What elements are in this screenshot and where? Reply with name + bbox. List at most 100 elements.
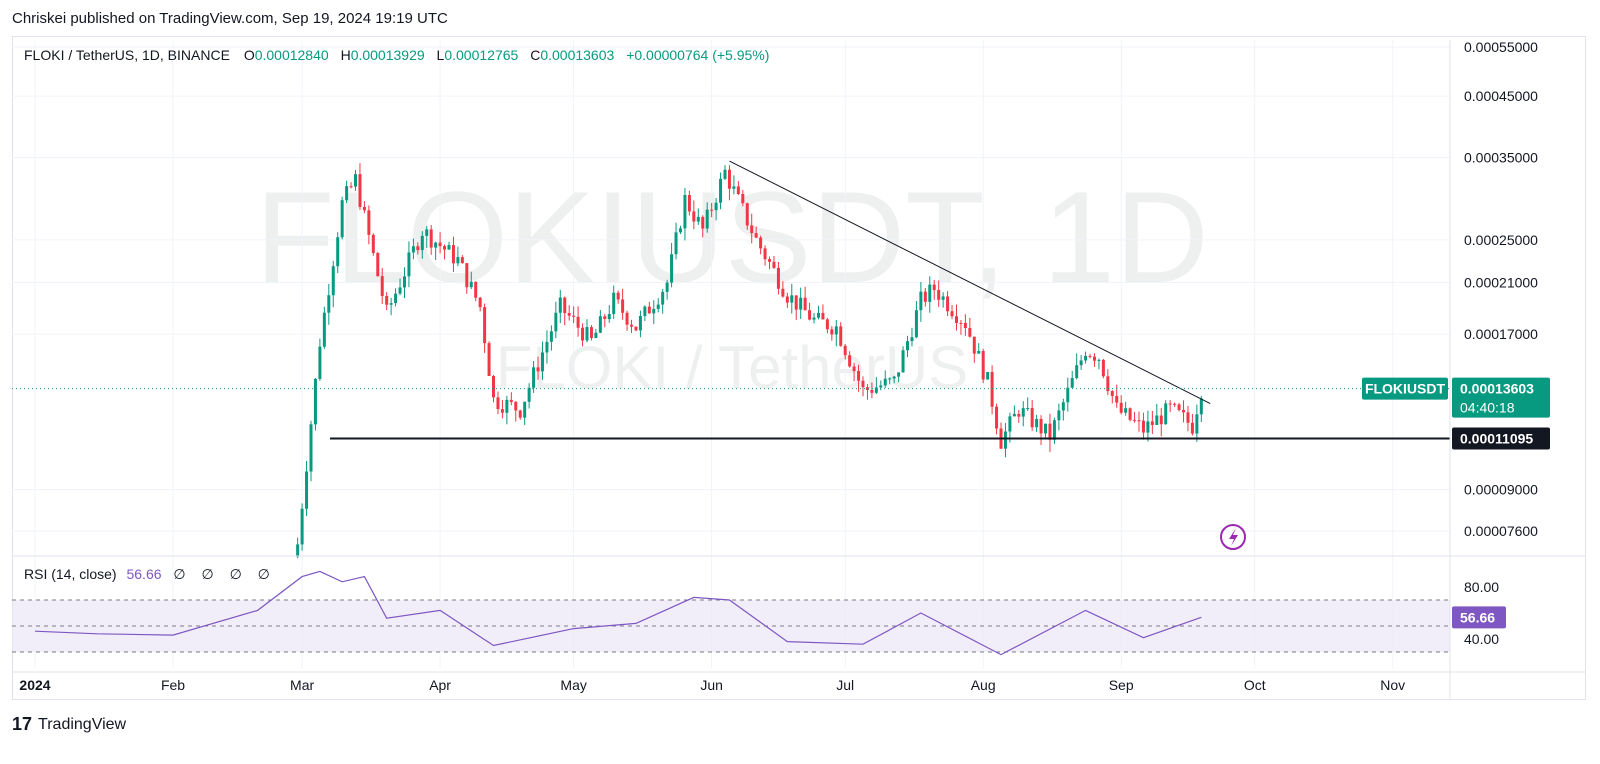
support-price-tag[interactable] — [1452, 427, 1550, 450]
candle-body — [643, 306, 647, 316]
candle-body — [714, 202, 718, 211]
candle-body — [727, 169, 731, 189]
footer-brand[interactable]: 17 TradingView — [12, 714, 126, 735]
candle-body — [897, 372, 901, 377]
candle-body — [763, 248, 767, 260]
candle-body — [483, 307, 487, 344]
candle-body — [670, 254, 674, 283]
candle-body — [1164, 403, 1168, 425]
candle-body — [977, 351, 981, 354]
candle-body — [785, 296, 789, 303]
candle-body — [1066, 387, 1070, 403]
candle-body — [1173, 403, 1177, 405]
candle-body — [986, 372, 990, 380]
candle-body — [852, 366, 856, 372]
candle-body — [665, 282, 669, 292]
candle-body — [1150, 421, 1154, 425]
candle-body — [478, 297, 482, 308]
flash-icon[interactable] — [1220, 524, 1246, 550]
candle-body — [420, 235, 424, 251]
price-tick-label: 0.00025000 — [1464, 232, 1538, 248]
candle-body — [380, 276, 384, 297]
candle-body — [888, 378, 892, 380]
close-label: C — [530, 47, 541, 63]
candle-body — [1075, 365, 1079, 379]
time-tick-label: Mar — [290, 677, 314, 693]
candle-body — [750, 225, 754, 234]
candle-body — [865, 387, 869, 390]
symbol-title[interactable]: FLOKI / TetherUS, 1D, BINANCE — [24, 47, 230, 63]
candle-body — [532, 367, 536, 388]
candle-body — [398, 287, 402, 294]
candle-body — [327, 295, 331, 313]
candle-body — [741, 193, 745, 204]
candle-body — [385, 296, 389, 305]
candle-body — [469, 281, 473, 288]
brand-name: TradingView — [38, 715, 127, 733]
chart-frame — [12, 36, 1586, 700]
candle-body — [549, 331, 553, 342]
candle-body — [505, 399, 509, 413]
price-tick-label: 0.00017000 — [1464, 326, 1538, 342]
candle-body — [995, 406, 999, 429]
symbol-tag-label: FLOKIUSDT — [1365, 381, 1446, 397]
rsi-label[interactable]: RSI (14, close) — [24, 566, 117, 582]
time-tick-label: Oct — [1244, 677, 1266, 693]
watermark-description: FLOKI / TetherUS — [496, 334, 968, 401]
candle-body — [434, 242, 438, 248]
candle-body — [1017, 413, 1021, 417]
candle-body — [500, 409, 504, 413]
candle-body — [460, 257, 464, 264]
candle-body — [1057, 410, 1061, 421]
candle-body — [883, 378, 887, 386]
candle-body — [790, 295, 794, 303]
candle-body — [589, 327, 593, 338]
price-tick-label: 0.00021000 — [1464, 274, 1538, 290]
candle-body — [402, 276, 406, 288]
candle-body — [1070, 378, 1074, 388]
candle-body — [1110, 391, 1114, 396]
candle-body — [861, 380, 865, 388]
candle-body — [1186, 412, 1190, 423]
candle-body — [799, 297, 803, 310]
candle-body — [567, 313, 571, 316]
candle-body — [794, 295, 798, 310]
candle-body — [1128, 408, 1132, 420]
candle-body — [1177, 404, 1181, 410]
candle-body — [558, 297, 562, 313]
price-tick-label: 0.00055000 — [1464, 39, 1538, 55]
candle-body — [678, 228, 682, 233]
candle-body — [696, 216, 700, 222]
candle-body — [1155, 415, 1159, 425]
candle-body — [839, 326, 843, 346]
candle-body — [313, 378, 317, 425]
candle-body — [821, 312, 825, 320]
candle-body — [1035, 418, 1039, 428]
candle-body — [540, 352, 544, 372]
candle-body — [1195, 414, 1199, 434]
candle-body — [354, 174, 358, 187]
candle-body — [919, 291, 923, 311]
candle-body — [585, 327, 589, 341]
trendline[interactable] — [729, 160, 1211, 404]
candle-body — [1048, 423, 1052, 440]
candle-body — [447, 245, 451, 250]
candle-body — [509, 399, 513, 402]
candle-body — [843, 345, 847, 356]
candle-body — [701, 216, 705, 229]
candle-body — [745, 203, 749, 226]
candle-body — [456, 257, 460, 264]
candle-body — [518, 410, 522, 418]
candle-body — [1044, 423, 1048, 434]
candle-body — [710, 209, 714, 211]
candle-body — [1008, 416, 1012, 432]
candle-body — [1124, 408, 1128, 413]
candle-body — [296, 544, 300, 557]
close-value: 0.00013603 — [540, 47, 615, 63]
candle-body — [719, 178, 723, 203]
candle-body — [808, 310, 812, 320]
candle-body — [879, 385, 883, 388]
time-tick-label: 2024 — [19, 677, 50, 693]
candle-body — [946, 296, 950, 312]
